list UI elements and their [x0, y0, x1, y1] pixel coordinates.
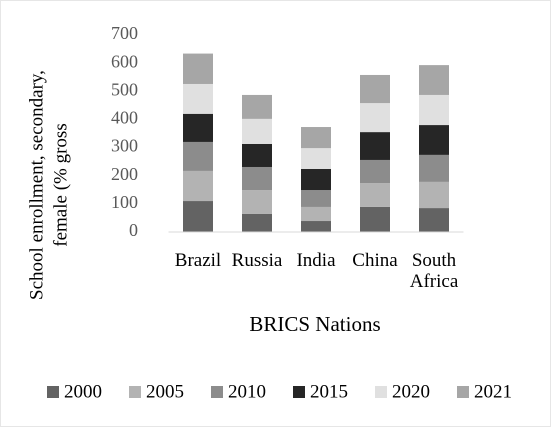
legend-swatch — [211, 386, 223, 398]
bar-segment — [183, 113, 213, 142]
bar-segment — [419, 94, 449, 126]
x-tick-label: South Africa — [409, 250, 459, 292]
legend-label: 2010 — [228, 381, 266, 402]
y-tick-label: 600 — [111, 51, 138, 71]
y-tick-label: 400 — [111, 108, 138, 128]
bar-segment — [360, 183, 390, 207]
y-tick-label: 200 — [111, 164, 138, 184]
bar-segment — [360, 74, 390, 104]
bar-segment — [419, 65, 449, 95]
bar-segment — [301, 127, 331, 149]
legend-swatch — [129, 386, 141, 398]
y-tick-label: 500 — [111, 79, 138, 99]
legend-label: 2005 — [146, 381, 184, 402]
bar-segment — [419, 181, 449, 209]
x-tick-label: Russia — [231, 250, 283, 271]
legend-label: 2020 — [392, 381, 430, 402]
y-tick-label: 300 — [111, 136, 138, 156]
bar-segment — [183, 170, 213, 202]
legend-label: 2015 — [310, 381, 348, 402]
bar-segment — [360, 206, 390, 232]
x-tick-label: India — [296, 250, 336, 271]
bar-segment — [183, 83, 213, 114]
bar-segment — [419, 154, 449, 182]
bar-segment — [183, 53, 213, 84]
x-axis-title: BRICS Nations — [249, 312, 380, 336]
legend-label: 2021 — [474, 381, 512, 402]
bar-segment — [419, 125, 449, 155]
y-tick-label: 700 — [111, 23, 138, 43]
legend-swatch — [47, 386, 59, 398]
bar-segment — [360, 103, 390, 133]
legend-swatch — [375, 386, 387, 398]
bar-segment — [360, 132, 390, 160]
bar-segment — [419, 208, 449, 232]
bar-segment — [242, 190, 272, 214]
bar-segment — [301, 221, 331, 232]
bar-segment — [301, 190, 331, 207]
legend-swatch — [457, 386, 469, 398]
bar-segment — [242, 166, 272, 191]
legend-label: 2000 — [64, 381, 102, 402]
x-tick-label: Brazil — [174, 250, 222, 271]
bar-segment — [360, 159, 390, 184]
legend-swatch — [293, 386, 305, 398]
bar-segment — [301, 168, 331, 191]
bar-segment — [301, 206, 331, 222]
bar-segment — [242, 94, 272, 119]
x-tick-label: China — [352, 250, 398, 271]
bar-segment — [301, 148, 331, 169]
y-tick-label: 0 — [129, 220, 138, 240]
y-axis-title: female (% gross — [50, 123, 71, 246]
bar-segment — [242, 143, 272, 167]
y-axis-title: School enrollment, secondary, — [26, 70, 47, 300]
bar-segment — [183, 201, 213, 232]
bar-segment — [242, 118, 272, 144]
bar-segment — [242, 213, 272, 232]
y-tick-label: 100 — [111, 192, 138, 212]
bar-segment — [183, 141, 213, 171]
